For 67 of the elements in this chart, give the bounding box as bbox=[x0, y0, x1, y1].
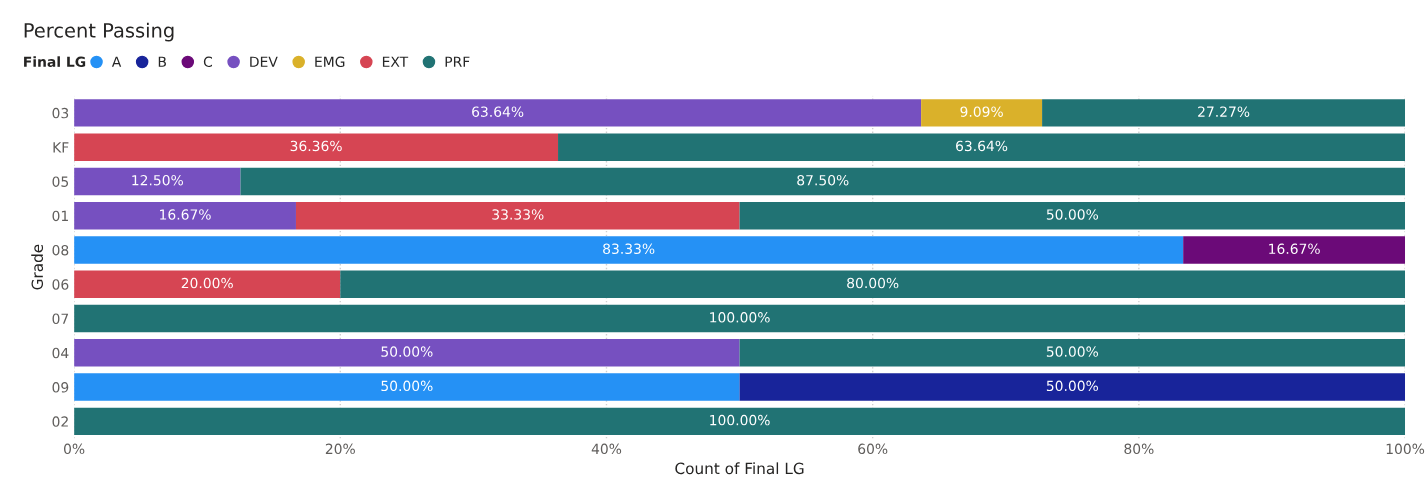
data-label: 27.27% bbox=[1198, 106, 1250, 117]
data-label: 16.67% bbox=[160, 209, 211, 220]
bar bbox=[74, 304, 1406, 333]
data-label: 33.33% bbox=[492, 209, 544, 220]
y-tick-label: 06 bbox=[52, 279, 69, 290]
bar bbox=[74, 236, 1184, 264]
data-label: 50.00% bbox=[381, 380, 433, 392]
bar bbox=[74, 133, 559, 161]
y-tick-label: 04 bbox=[52, 347, 69, 359]
bar bbox=[295, 202, 740, 230]
bar bbox=[74, 407, 1406, 436]
legend-title: Final LG bbox=[24, 56, 86, 68]
data-label: 50.00% bbox=[1046, 346, 1099, 357]
x-tick-label: 40% bbox=[591, 443, 622, 455]
legend-label: EMG bbox=[315, 56, 345, 68]
bar bbox=[74, 339, 740, 367]
bar bbox=[739, 373, 1406, 401]
legend-label: C bbox=[203, 56, 213, 68]
data-label: 63.64% bbox=[956, 140, 1008, 152]
bar bbox=[921, 99, 1043, 127]
legend-label: EXT bbox=[382, 56, 409, 67]
data-label: 16.67% bbox=[1269, 243, 1320, 255]
bar bbox=[739, 339, 1406, 367]
bar bbox=[1042, 99, 1406, 127]
bar bbox=[74, 270, 341, 298]
data-label: 83.33% bbox=[603, 243, 655, 255]
x-tick-label: 60% bbox=[858, 443, 888, 455]
y-tick-label: 05 bbox=[52, 176, 69, 187]
bar bbox=[240, 167, 1406, 196]
y-axis-title: Grade bbox=[31, 244, 44, 290]
data-label: 12.50% bbox=[132, 174, 183, 186]
data-label: 50.00% bbox=[1046, 380, 1099, 392]
y-tick-label: 03 bbox=[52, 107, 69, 119]
bar bbox=[739, 202, 1406, 230]
bar bbox=[74, 373, 740, 401]
x-axis-title: Count of Final LG bbox=[675, 462, 804, 475]
y-tick-label: 02 bbox=[52, 416, 68, 427]
x-tick-label: 20% bbox=[325, 443, 355, 455]
data-label: 63.64% bbox=[472, 106, 524, 117]
bar bbox=[74, 99, 922, 127]
data-label: 36.36% bbox=[290, 140, 342, 152]
data-label: 20.00% bbox=[181, 277, 233, 289]
bar bbox=[340, 270, 1406, 298]
legend-label: PRF bbox=[445, 56, 470, 67]
y-tick-label: 09 bbox=[52, 382, 69, 393]
data-label: 100.00% bbox=[710, 414, 770, 426]
data-label: 50.00% bbox=[381, 346, 433, 357]
x-tick-label: 0% bbox=[64, 443, 85, 455]
data-label: 9.09% bbox=[960, 106, 1003, 117]
y-tick-label: KF bbox=[53, 142, 69, 153]
bar bbox=[74, 167, 241, 196]
y-tick-label: 01 bbox=[52, 210, 68, 222]
x-tick-label: 100% bbox=[1386, 443, 1425, 455]
y-tick-label: 08 bbox=[52, 244, 69, 256]
data-label: 100.00% bbox=[710, 312, 770, 323]
legend-label: DEV bbox=[250, 56, 278, 67]
chart-title: Percent Passing bbox=[24, 22, 174, 42]
bar bbox=[74, 202, 296, 230]
y-tick-label: 07 bbox=[52, 313, 69, 324]
data-label: 87.50% bbox=[797, 174, 849, 186]
x-tick-label: 80% bbox=[1124, 443, 1154, 455]
legend-label: A bbox=[111, 56, 122, 67]
legend-label: B bbox=[158, 56, 166, 67]
data-label: 50.00% bbox=[1046, 209, 1099, 220]
bar bbox=[558, 133, 1406, 161]
data-label: 80.00% bbox=[847, 277, 899, 289]
bar bbox=[1183, 236, 1406, 264]
